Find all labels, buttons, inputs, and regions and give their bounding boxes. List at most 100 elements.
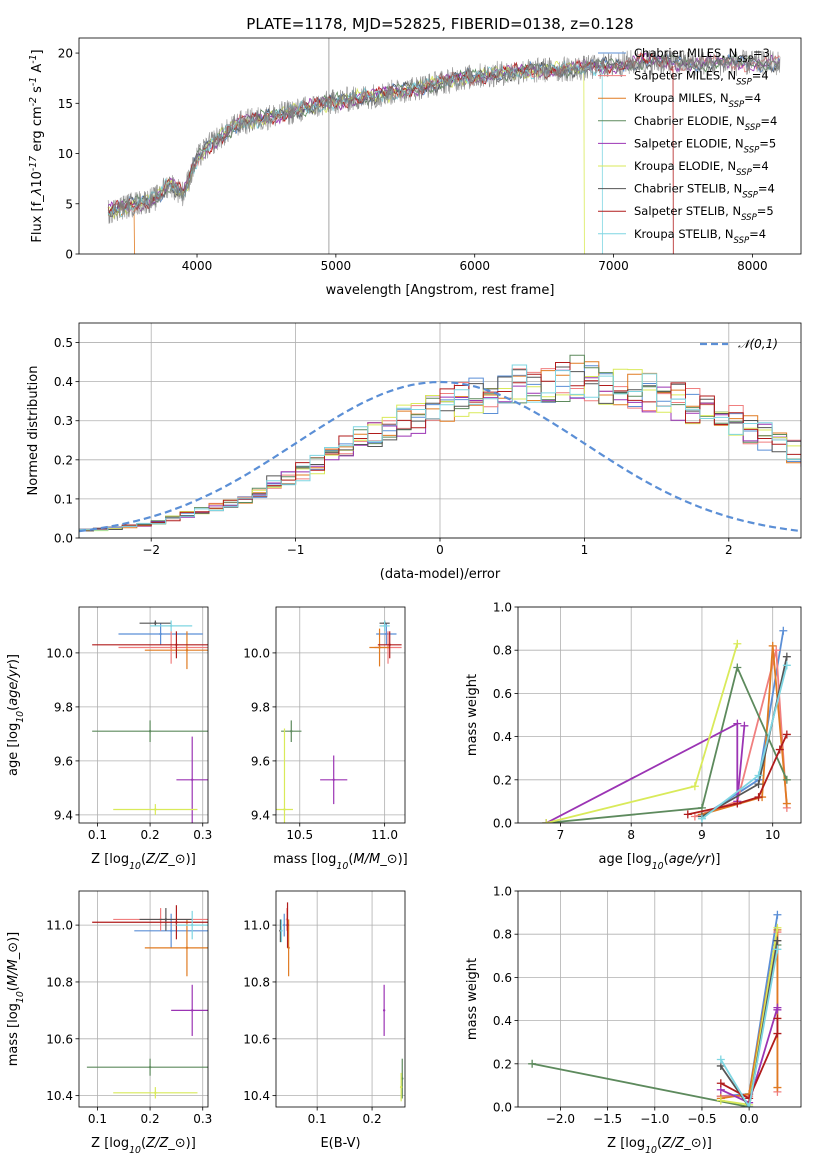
- y-tick-label: 5: [65, 197, 73, 211]
- histogram-salpeter-stelib: [79, 362, 801, 538]
- weight-marker-salpeter-miles: [690, 812, 699, 821]
- point-salpeter-elodie: [191, 1009, 194, 1012]
- residual-histogram-panel: −2 −1 0 1 2 0.0 0.1 0.2 0.3 0.4 0.5 (data-model)/er…: [26, 322, 802, 582]
- axes-frame: [78, 37, 802, 255]
- weight-marker-salpeter-stelib: [733, 799, 742, 808]
- x-tick-label: −2.0: [546, 1112, 575, 1126]
- y-tick-label: 9.4: [251, 808, 270, 822]
- weight-marker-kroupa-miles: [782, 799, 791, 808]
- y-tick-label: 0.8: [493, 644, 512, 658]
- plot-area: [86, 905, 208, 1099]
- y-tick-label: 10.4: [46, 1089, 73, 1103]
- x-tick-label: 0.1: [88, 828, 107, 842]
- y-tick-label: 9.6: [54, 754, 73, 768]
- weight-marker-kroupa-miles: [768, 641, 777, 650]
- y-tick-label: 0.4: [493, 730, 512, 744]
- weight-marker-salpeter-stelib: [716, 1079, 725, 1088]
- y-tick-label: 10: [58, 147, 73, 161]
- y-tick-label: 0.1: [54, 492, 73, 506]
- x-tick-label: −0.5: [687, 1112, 716, 1126]
- weight-line-kroupa-elodie: [546, 643, 739, 823]
- weight-marker-salpeter-stelib: [773, 1029, 782, 1038]
- x-tick-label: 10: [765, 828, 780, 842]
- weight-marker-chabrier-stelib: [782, 652, 791, 661]
- plot-area: [107, 38, 781, 254]
- point-salpeter-elodie: [191, 778, 194, 781]
- y-tick-label: 0.0: [493, 817, 512, 831]
- point-kroupa-miles: [185, 649, 189, 652]
- weight-line-chabrier-stelib: [720, 940, 779, 1107]
- x-tick-label: 0.0: [740, 1112, 759, 1126]
- x-tick-label: 0.1: [88, 1112, 107, 1126]
- point-salpeter-miles: [169, 646, 173, 649]
- x-axis-label: wavelength [Angstrom, rest frame]: [326, 283, 555, 298]
- x-axis-label: age [log10(age/yr)]: [598, 852, 720, 872]
- y-tick-label: 11.0: [46, 919, 73, 933]
- x-tick-label: 10.5: [286, 828, 313, 842]
- x-axis-label: mass [log10(M/M_⊙)]: [273, 852, 408, 872]
- plot-area: [92, 620, 208, 823]
- weight-marker-kroupa-elodie: [733, 639, 742, 648]
- y-tick-label: 20: [58, 47, 73, 61]
- weight-marker-kroupa-elodie: [773, 923, 782, 932]
- point-kroupa-elodie: [399, 1085, 403, 1089]
- weight-marker-kroupa-stelib: [754, 771, 763, 780]
- y-tick-label: 0.0: [54, 532, 73, 546]
- axes-frame: [78, 890, 209, 1108]
- y-tick-label: 0.8: [493, 928, 512, 942]
- axes-frame: [275, 606, 406, 824]
- weight-vs-age-panel: 7 8 9 10 0.0 0.2 0.4 0.6 0.8 1.0 age [log10(age/yr…: [465, 601, 802, 872]
- weight-marker-chabrier-elodie: [733, 663, 742, 672]
- grid-lines: [79, 607, 208, 823]
- weight-marker-salpeter-elodie: [773, 1005, 782, 1014]
- weight-line-chabrier-elodie: [546, 664, 788, 823]
- x-tick-label: 8000: [737, 259, 768, 273]
- point-chabrier-miles: [169, 929, 173, 932]
- y-tick-label: 15: [58, 97, 73, 111]
- point-chabrier-stelib: [154, 622, 157, 625]
- y-tick-label: 9.4: [54, 808, 73, 822]
- figure-title: PLATE=1178, MJD=52825, FIBERID=0138, z=0…: [246, 15, 633, 33]
- legend-entry-kroupa-stelib: Kroupa STELIB, NSSP=4: [634, 227, 766, 246]
- x-tick-label: 1: [581, 543, 589, 557]
- x-tick-label: 0.1: [308, 1112, 327, 1126]
- legend-entry-chabrier-elodie: Chabrier ELODIE, NSSP=4: [634, 114, 777, 133]
- x-tick-label: 4000: [182, 259, 213, 273]
- point-salpeter-elodie: [332, 778, 335, 781]
- y-tick-label: 10.6: [46, 1032, 73, 1046]
- y-axis-label: mass [log10(M/M_⊙)]: [6, 932, 26, 1067]
- weight-marker-salpeter-elodie: [740, 721, 749, 730]
- plot-area: [542, 626, 791, 823]
- model-spectrum-salpeter-stelib: [107, 52, 674, 254]
- y-tick-label: 10.8: [46, 975, 73, 989]
- y-tick-label: 0.2: [493, 1057, 512, 1071]
- point-chabrier-elodie: [148, 1066, 152, 1069]
- weight-vs-metallicity-panel: −2.0 −1.5 −1.0 −0.5 0.0 0.0 0.2 0.4 0.6 0.8 1.0 Z […: [465, 885, 802, 1156]
- weight-marker-salpeter-stelib: [773, 1014, 782, 1023]
- axes-frame: [517, 606, 802, 824]
- legend: 𝒩(0,1): [700, 337, 778, 351]
- weight-marker-chabrier-miles: [779, 626, 788, 635]
- x-tick-label: 11.0: [371, 828, 398, 842]
- axes-frame: [275, 890, 406, 1108]
- x-axis-label: Z [log10(Z/Z_⊙)]: [91, 852, 196, 872]
- legend-entry-normal: 𝒩(0,1): [738, 337, 778, 351]
- spectrum-panel: 4000 5000 6000 7000 8000 0 5 10 15 20 wavelength […: [28, 37, 802, 298]
- point-kroupa-elodie: [283, 808, 286, 811]
- legend: Chabrier MILES, NSSP=3 Salpeter MILES, NS…: [598, 46, 777, 246]
- weight-marker-salpeter-stelib: [782, 730, 791, 739]
- point-kroupa-stelib: [169, 624, 173, 628]
- x-tick-label: 5000: [321, 259, 352, 273]
- y-axis-label: age [log10(age/yr)]: [6, 654, 26, 776]
- plot-area: [528, 910, 782, 1107]
- model-spectrum-kroupa-elodie: [107, 60, 585, 254]
- legend-entry-salpeter-elodie: Salpeter ELODIE, NSSP=5: [634, 136, 776, 155]
- point-kroupa-stelib: [191, 923, 194, 927]
- y-tick-label: 1.0: [493, 601, 512, 615]
- x-tick-label: 7000: [598, 259, 629, 273]
- point-kroupa-stelib: [383, 624, 386, 628]
- x-axis-label: (data-model)/error: [380, 567, 501, 582]
- point-chabrier-miles: [159, 632, 162, 636]
- y-tick-label: 10.8: [243, 975, 270, 989]
- legend-entry-kroupa-miles: Kroupa MILES, NSSP=4: [634, 91, 761, 110]
